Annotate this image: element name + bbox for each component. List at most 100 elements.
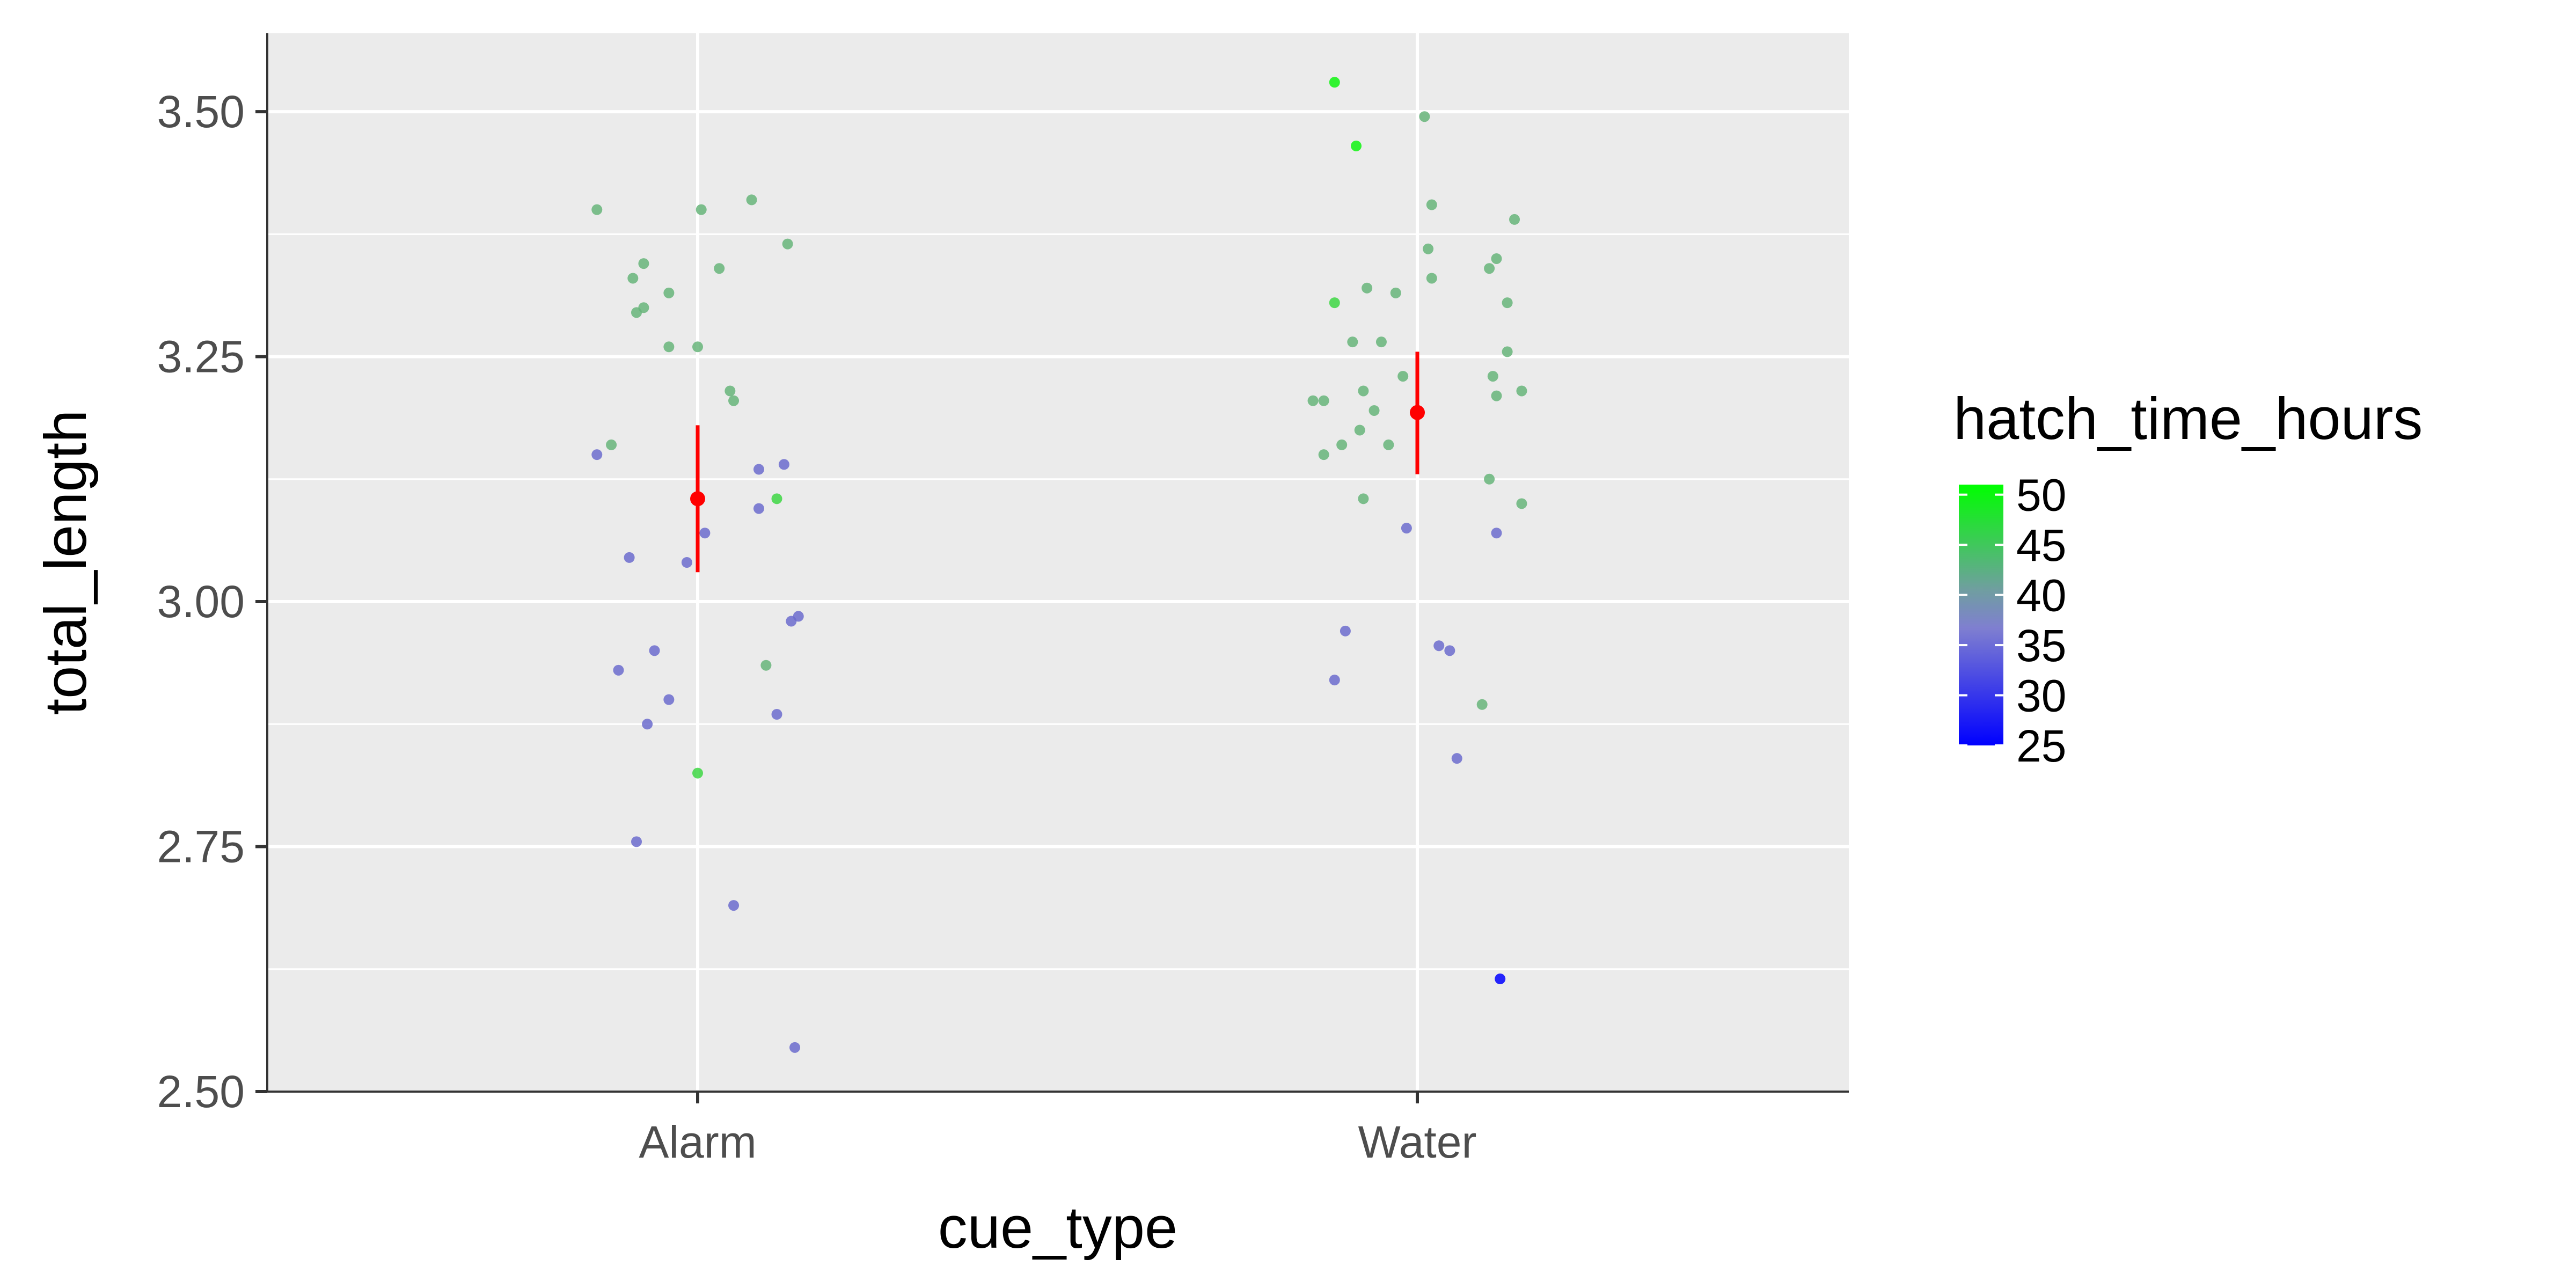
data-point — [642, 719, 653, 730]
data-point — [1502, 297, 1513, 309]
data-point — [728, 900, 740, 911]
data-point — [663, 341, 675, 353]
x-axis: Alarm Water — [267, 1091, 1849, 1167]
data-point — [1433, 640, 1445, 652]
data-point — [1390, 287, 1401, 298]
data-point — [782, 238, 793, 250]
data-point — [638, 258, 649, 269]
data-point — [606, 439, 617, 450]
data-point — [1487, 371, 1498, 382]
x-axis-title: cue_type — [938, 1195, 1177, 1261]
data-point — [1358, 493, 1369, 504]
data-point — [1516, 385, 1527, 397]
data-point — [1368, 405, 1380, 416]
data-point — [1491, 253, 1502, 264]
legend-tick-label: 30 — [2016, 671, 2066, 721]
data-point — [760, 660, 772, 671]
data-point — [1358, 385, 1369, 397]
y-tick-label: 3.50 — [157, 86, 245, 137]
data-point — [1354, 425, 1365, 436]
data-point — [714, 263, 725, 274]
y-tick-label: 2.75 — [157, 822, 245, 872]
legend-tick-label: 35 — [2016, 620, 2066, 671]
data-point — [591, 449, 603, 460]
data-point — [1351, 140, 1362, 151]
data-point — [1329, 675, 1340, 686]
data-point — [613, 664, 624, 676]
data-point — [724, 385, 736, 397]
data-points — [591, 77, 1527, 1053]
data-point — [649, 645, 660, 656]
data-point — [753, 464, 764, 475]
data-point — [692, 341, 703, 353]
data-point — [1476, 699, 1488, 710]
y-axis: 2.50 2.75 3.00 3.25 3.50 — [157, 33, 268, 1117]
data-point — [1484, 263, 1495, 274]
x-tick-label: Alarm — [639, 1117, 756, 1167]
data-point — [692, 767, 703, 779]
data-point — [1375, 336, 1387, 348]
data-point — [1419, 111, 1430, 122]
data-point — [1307, 395, 1319, 406]
mean-point — [690, 491, 705, 507]
data-point — [1318, 449, 1329, 460]
data-point — [696, 204, 707, 215]
data-point — [1318, 395, 1329, 406]
y-tick-label: 3.00 — [157, 576, 245, 627]
data-point — [1491, 390, 1502, 401]
data-point — [1362, 282, 1373, 294]
data-point — [1340, 625, 1351, 636]
data-point — [793, 611, 804, 622]
data-point — [681, 557, 692, 568]
data-point — [663, 287, 675, 298]
data-point — [1451, 753, 1462, 764]
data-point — [638, 302, 649, 313]
data-point — [771, 709, 782, 720]
data-point — [1491, 528, 1502, 539]
data-point — [663, 694, 675, 705]
data-point — [746, 194, 757, 206]
legend-colorbar — [1959, 485, 2003, 745]
legend-tick-label: 25 — [2016, 721, 2066, 771]
data-point — [699, 528, 711, 539]
data-point — [1423, 243, 1434, 254]
data-point — [1509, 214, 1520, 225]
data-point — [1401, 523, 1412, 534]
data-point — [1397, 371, 1409, 382]
x-tick-label: Water — [1358, 1117, 1477, 1167]
panel-background — [267, 33, 1849, 1092]
data-point — [631, 836, 642, 847]
y-tick-label: 3.25 — [157, 332, 245, 382]
legend-title: hatch_time_hours — [1953, 386, 2423, 452]
data-point — [624, 552, 635, 563]
data-point — [1495, 974, 1506, 985]
data-point — [1383, 439, 1394, 450]
data-point — [591, 204, 603, 215]
data-point — [778, 459, 789, 470]
legend-tick-label: 45 — [2016, 520, 2066, 570]
data-point — [1484, 473, 1495, 485]
data-point — [1336, 439, 1348, 450]
data-point — [1502, 346, 1513, 357]
legend-tick-label: 40 — [2016, 570, 2066, 621]
data-point — [753, 503, 764, 514]
data-point — [728, 395, 740, 406]
mean-error-bars — [690, 352, 1425, 573]
minor-gridlines — [267, 233, 1849, 970]
data-point — [1329, 77, 1340, 88]
y-axis-title: total_length — [33, 410, 99, 715]
data-point — [1426, 199, 1437, 210]
legend-tick-label: 50 — [2016, 470, 2066, 521]
data-point — [1347, 336, 1358, 348]
data-point — [1516, 498, 1527, 509]
data-point — [1329, 297, 1340, 309]
data-point — [771, 493, 782, 504]
data-point — [1426, 273, 1437, 284]
data-point — [789, 1042, 801, 1053]
y-tick-label: 2.50 — [157, 1066, 245, 1117]
data-point — [627, 273, 639, 284]
mean-point — [1410, 405, 1425, 420]
